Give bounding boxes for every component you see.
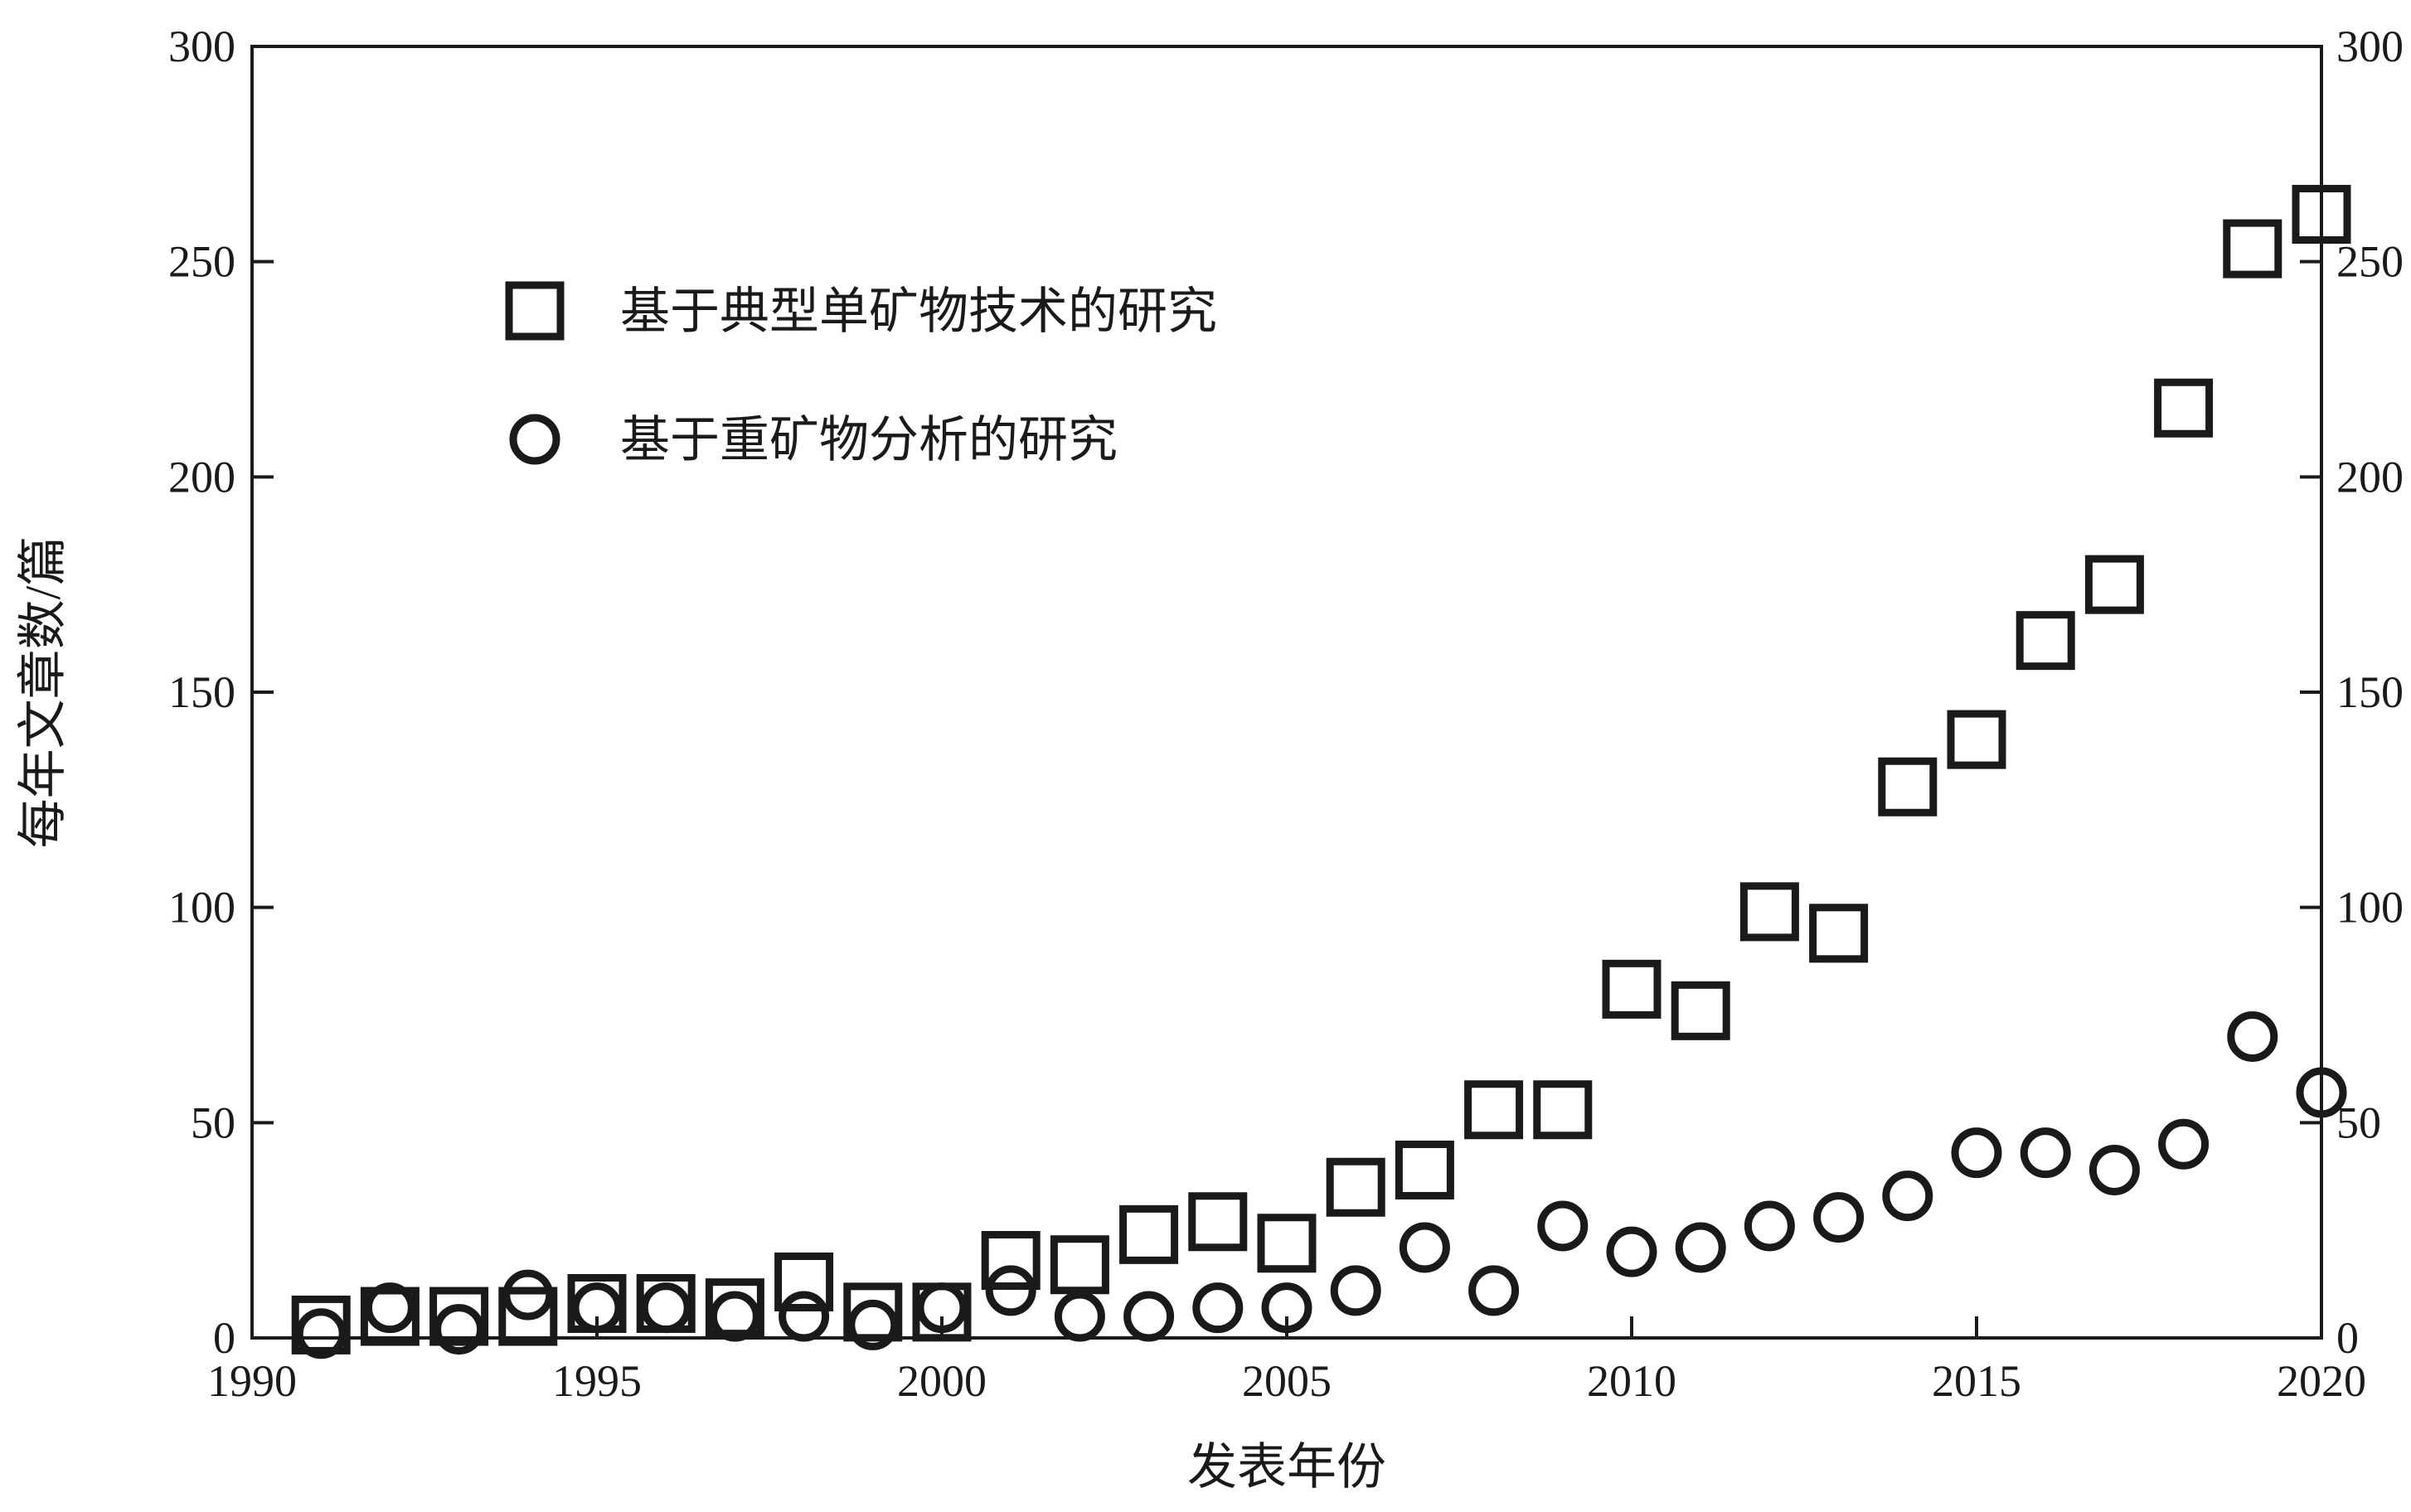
y-axis-title: 每年文章数/篇 (16, 536, 70, 849)
y-right-tick-label: 250 (2336, 237, 2404, 287)
square-data-point (429, 1287, 489, 1346)
y-tick-label: 200 (168, 452, 235, 502)
circle-data-point (779, 1291, 830, 1342)
circle-data-point (1744, 1200, 1795, 1252)
circle-data-point (502, 1269, 554, 1321)
circle-data-point (2088, 1144, 2140, 1195)
circle-data-point (2158, 1118, 2210, 1170)
circle-data-point (434, 1304, 485, 1355)
square-data-point (360, 1287, 420, 1346)
square-data-point (2016, 611, 2075, 671)
square-data-point (1739, 882, 1799, 942)
square-data-point (2154, 378, 2214, 438)
square-data-point (1809, 904, 1869, 963)
square-data-point (1050, 1235, 1109, 1295)
x-tick-label: 2020 (2277, 1356, 2366, 1406)
square-data-point (1878, 757, 1938, 817)
square-data-point (1464, 1080, 1524, 1140)
circle-data-point (1468, 1265, 1520, 1316)
legend-square-icon (505, 281, 565, 341)
legend-circle-icon (509, 414, 560, 465)
circle-data-point (1882, 1170, 1933, 1222)
circle-data-point (2020, 1127, 2071, 1179)
y-tick-label: 0 (213, 1313, 235, 1363)
square-data-point (1188, 1192, 1248, 1252)
x-tick-label: 2010 (1587, 1356, 1676, 1406)
circle-data-point (985, 1265, 1036, 1316)
x-tick-label: 1990 (207, 1356, 297, 1406)
square-data-point (1947, 710, 2006, 769)
square-data-point (1671, 981, 1730, 1040)
square-data-point (1119, 1204, 1179, 1264)
circle-data-point (1813, 1192, 1865, 1243)
circle-data-point (1123, 1291, 1175, 1342)
legend-label: 基于重矿物分析的研究 (620, 413, 1118, 468)
y-tick-label: 100 (168, 883, 235, 933)
plot-frame (250, 45, 2323, 1340)
y-right-tick-label: 50 (2336, 1098, 2381, 1147)
legend-label: 基于典型单矿物技术的研究 (620, 284, 1217, 339)
x-tick-label: 2000 (897, 1356, 987, 1406)
ticks-layer: 1990 1995 2000 2005 2010 2015 2020050100150200… (168, 22, 2404, 1406)
circle-data-point (295, 1308, 347, 1359)
x-tick-label: 1995 (552, 1356, 642, 1406)
circle-data-point (364, 1282, 415, 1334)
y-right-tick-label: 200 (2336, 452, 2404, 502)
circle-data-point (1261, 1282, 1312, 1334)
marks-layer (291, 185, 2351, 1359)
circle-data-point (2227, 1010, 2278, 1062)
circle-data-point (1399, 1222, 1450, 1273)
square-data-point (774, 1252, 834, 1311)
y-tick-label: 250 (168, 237, 235, 287)
circle-data-point (1951, 1127, 2002, 1179)
square-data-point (1602, 959, 1662, 1019)
y-tick-label: 300 (168, 22, 235, 71)
circle-data-point (1606, 1226, 1657, 1277)
y-right-tick-label: 150 (2336, 667, 2404, 717)
circle-data-point (1054, 1291, 1105, 1342)
x-tick-label: 2005 (1242, 1356, 1332, 1406)
y-right-tick-label: 300 (2336, 22, 2404, 71)
circle-data-point (1192, 1282, 1244, 1334)
y-tick-label: 50 (191, 1098, 235, 1147)
circle-data-point (640, 1282, 691, 1334)
circle-data-point (1330, 1265, 1381, 1316)
square-data-point (1257, 1214, 1317, 1273)
square-data-point (2223, 219, 2282, 279)
circle-data-point (1537, 1200, 1589, 1252)
circle-data-point (916, 1282, 968, 1334)
square-data-point (498, 1287, 558, 1346)
square-data-point (1533, 1080, 1593, 1140)
y-tick-label: 150 (168, 667, 235, 717)
square-data-point (705, 1278, 764, 1338)
square-data-point (981, 1231, 1041, 1291)
square-data-point (1326, 1157, 1385, 1217)
x-tick-label: 2015 (1932, 1356, 2021, 1406)
square-data-point (1395, 1140, 1454, 1199)
x-axis-title: 发表年份 (1187, 1440, 1386, 1495)
square-data-point (2084, 555, 2144, 614)
circle-data-point (1675, 1222, 1726, 1273)
circle-data-point (571, 1282, 623, 1334)
circle-data-point (847, 1299, 899, 1350)
square-data-point (291, 1295, 351, 1354)
y-right-tick-label: 0 (2336, 1313, 2359, 1363)
y-right-tick-label: 100 (2336, 883, 2404, 933)
